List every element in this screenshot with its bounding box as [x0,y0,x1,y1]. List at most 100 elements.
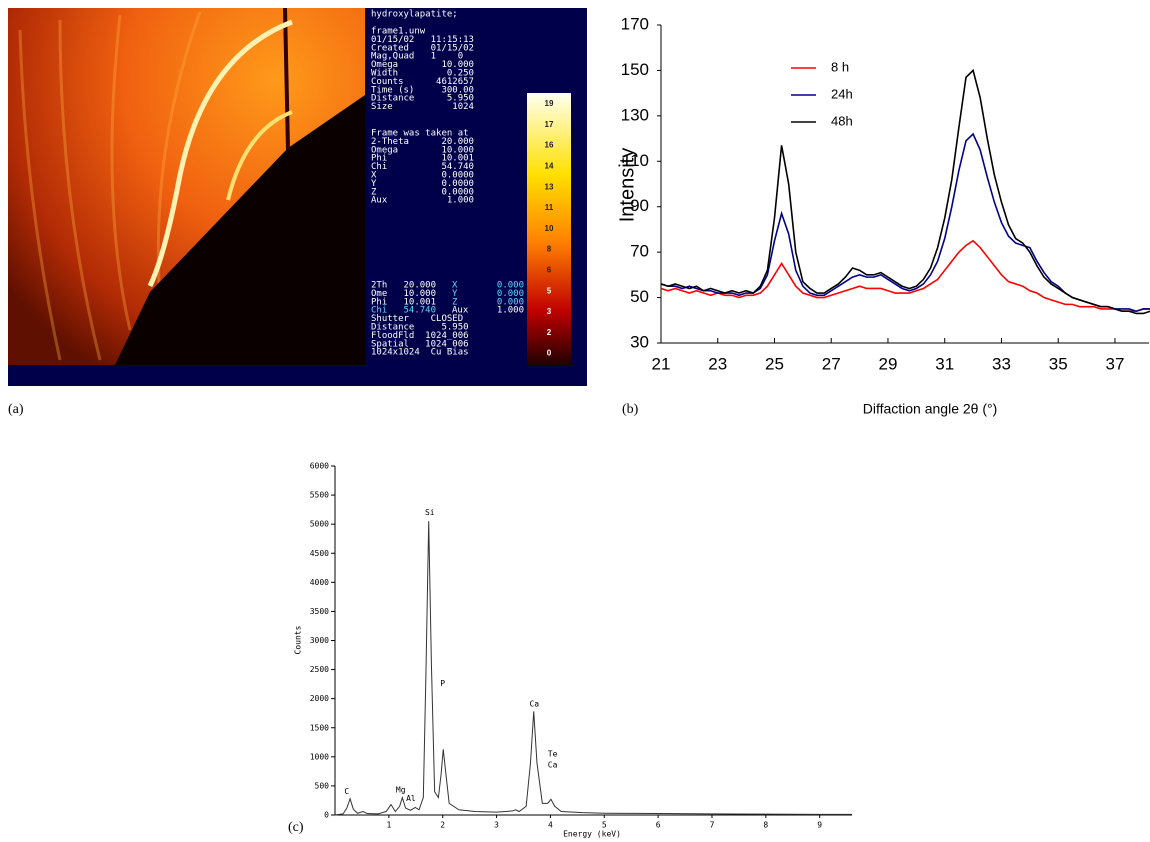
y-tick-label: 6000 [310,462,329,471]
status-cell: Aux [452,306,469,316]
colorbar-label: 3 [547,307,552,316]
y-tick-label: 0 [324,811,329,820]
status-cell: 1.000 [497,306,524,316]
colorbar-label: 17 [545,120,554,129]
info-line: Width 0.250 [371,69,474,79]
legend-label: 24h [831,86,853,101]
info-line: frame1.unw [371,27,426,37]
x-tick-label: 8 [763,821,768,830]
panel-label: (b) [622,402,639,417]
info-line: Phi 10.001 [371,154,474,164]
y-tick-label: 90 [630,196,649,215]
series-line [660,132,1150,313]
info-line: Distance 5.950 [371,94,474,104]
peak-label: Ca [548,760,558,769]
y-tick-label: 30 [630,332,649,351]
panel-label: (c) [288,820,304,835]
colorbar-label: 0 [547,349,552,358]
y-tick-label: 2000 [310,694,329,703]
y-tick-label: 4500 [310,549,329,558]
colorbar [527,93,571,365]
info-line: Y 0.0000 [371,179,474,189]
status-cell: Y [452,289,458,299]
colorbar-label: 14 [545,162,554,171]
colorbar-label: 13 [545,182,554,191]
shadow-region [115,95,365,365]
x-tick-label: 21 [652,354,671,373]
status-cell: 0.000 [497,297,524,307]
series-line [660,239,1150,313]
colorbar-label: 6 [547,266,552,275]
x-tick-label: 6 [656,821,661,830]
info-line: Omega 10.000 [371,145,474,155]
x-axis-label: Energy (keV) [563,830,621,839]
info-line: Chi 54.740 [371,162,474,172]
status-cell: Chi 54.740 [371,306,436,316]
y-tick-label: 3500 [310,607,329,616]
status-cell: Phi 10.001 [371,297,436,307]
y-tick-label: 5000 [310,520,329,529]
colorbar-label: 10 [545,224,554,233]
peak-label: Ca [529,699,539,708]
x-tick-label: 7 [710,821,715,830]
status-cell: 0.000 [497,281,524,291]
y-tick-label: 5500 [310,491,329,500]
beam-stop [283,7,290,151]
bright-ring [147,19,293,288]
status-cell: Z [452,297,458,307]
status-cell: X [452,281,458,291]
status-cell: 1024x1024 Cu Bias [371,348,469,358]
y-tick-label: 3000 [310,636,329,645]
peak-label: Te [548,749,558,758]
y-tick-label: 2500 [310,665,329,674]
info-line: Z 0.0000 [371,187,474,197]
info-line: Created 01/15/02 [371,43,474,53]
x-tick-label: 35 [1049,354,1068,373]
legend-label: 48h [831,113,853,128]
y-tick-label: 130 [621,105,649,124]
y-axis-label: Counts [294,625,303,654]
x-tick-label: 25 [765,354,784,373]
y-axis-label: Intensity [616,148,638,222]
colorbar-label: 19 [545,99,554,108]
y-tick-label: 1500 [310,723,329,732]
x-tick-label: 9 [817,821,822,830]
info-line: X 0.0000 [371,171,474,181]
faint-rings [18,11,202,361]
peak-label: Al [406,794,416,803]
y-tick-label: 150 [621,60,649,79]
peak-label: Mg [396,785,406,794]
x-tick-label: 2 [440,821,445,830]
y-tick-label: 170 [621,14,649,33]
status-cell: 2Th 20.000 [371,281,436,291]
info-line: 2-Theta 20.000 [371,137,474,147]
y-tick-label: 500 [315,781,330,790]
status-cell: Ome 10.000 [371,289,436,299]
x-tick-label: 1 [386,821,391,830]
x-tick-label: 5 [602,821,607,830]
x-tick-label: 23 [708,354,727,373]
status-cell: Distance 5.950 [371,323,469,333]
y-tick-label: 70 [630,242,649,261]
info-line: Aux 1.000 [371,196,474,206]
info-line: Frame was taken at [371,129,469,139]
colorbar-label: 2 [547,328,552,337]
x-tick-label: 27 [822,354,841,373]
info-line: Size 1024 [371,102,474,112]
info-line: Time (s) 300.00 [371,85,474,95]
colorbar-label: 16 [545,141,554,150]
x-tick-label: 37 [1105,354,1124,373]
spectrum-line [334,521,852,816]
colorbar-label: 11 [545,203,554,212]
x-tick-label: 29 [879,354,898,373]
diffraction-panel [8,7,587,386]
peak-label: C [344,787,349,796]
inner-ring [226,110,293,201]
peak-label: Si [425,508,435,517]
series-line [660,68,1150,315]
y-tick-label: 1000 [310,752,329,761]
x-axis-label: Diffaction angle 2θ (°) [863,401,998,417]
info-line: 01/15/02 11:15:13 [371,35,474,45]
y-tick-label: 110 [622,151,649,170]
